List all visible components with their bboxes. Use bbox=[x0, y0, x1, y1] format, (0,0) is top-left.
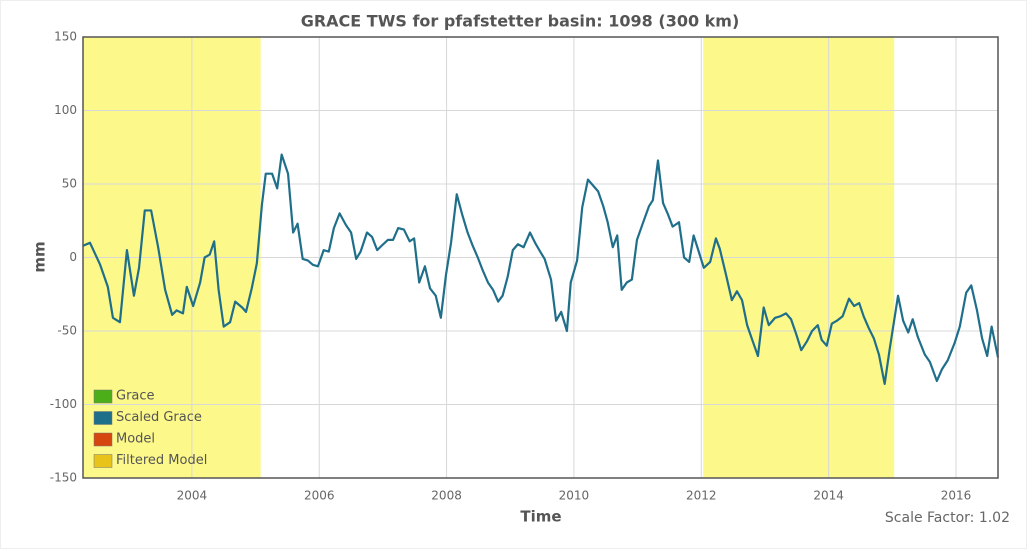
legend-label: Filtered Model bbox=[116, 453, 207, 468]
x-tick-label: 2004 bbox=[177, 489, 208, 503]
y-tick-label: 50 bbox=[62, 177, 77, 191]
y-axis-title: mm bbox=[31, 241, 49, 272]
y-tick-label: 100 bbox=[54, 103, 77, 117]
x-axis-title: Time bbox=[520, 508, 561, 526]
data-line bbox=[82, 153, 1000, 386]
y-tick-label: 0 bbox=[69, 250, 77, 264]
legend-label: Model bbox=[116, 432, 155, 447]
y-tick-label: -50 bbox=[57, 324, 77, 338]
legend-swatch bbox=[93, 432, 113, 447]
legend-swatch bbox=[93, 454, 113, 468]
x-tick-label: 2010 bbox=[559, 489, 590, 503]
x-tick-label: 2012 bbox=[686, 489, 717, 503]
chart-title: GRACE TWS for pfafstetter basin: 1098 (3… bbox=[301, 12, 740, 31]
x-tick-label: 2006 bbox=[304, 489, 335, 503]
y-tick-label: -100 bbox=[50, 397, 77, 411]
scale-factor: Scale Factor: 1.02 bbox=[885, 510, 1010, 526]
legend-label: Grace bbox=[116, 389, 155, 404]
plot-border bbox=[82, 36, 999, 479]
x-tick-label: 2008 bbox=[431, 489, 462, 503]
legend-swatch bbox=[93, 411, 113, 425]
legend-swatch bbox=[93, 389, 113, 404]
y-tick-label: 150 bbox=[54, 30, 77, 44]
x-tick-label: 2014 bbox=[813, 489, 844, 503]
x-tick-label: 2016 bbox=[941, 489, 972, 503]
legend-label: Scaled Grace bbox=[116, 410, 202, 425]
y-tick-label: -150 bbox=[50, 471, 77, 485]
